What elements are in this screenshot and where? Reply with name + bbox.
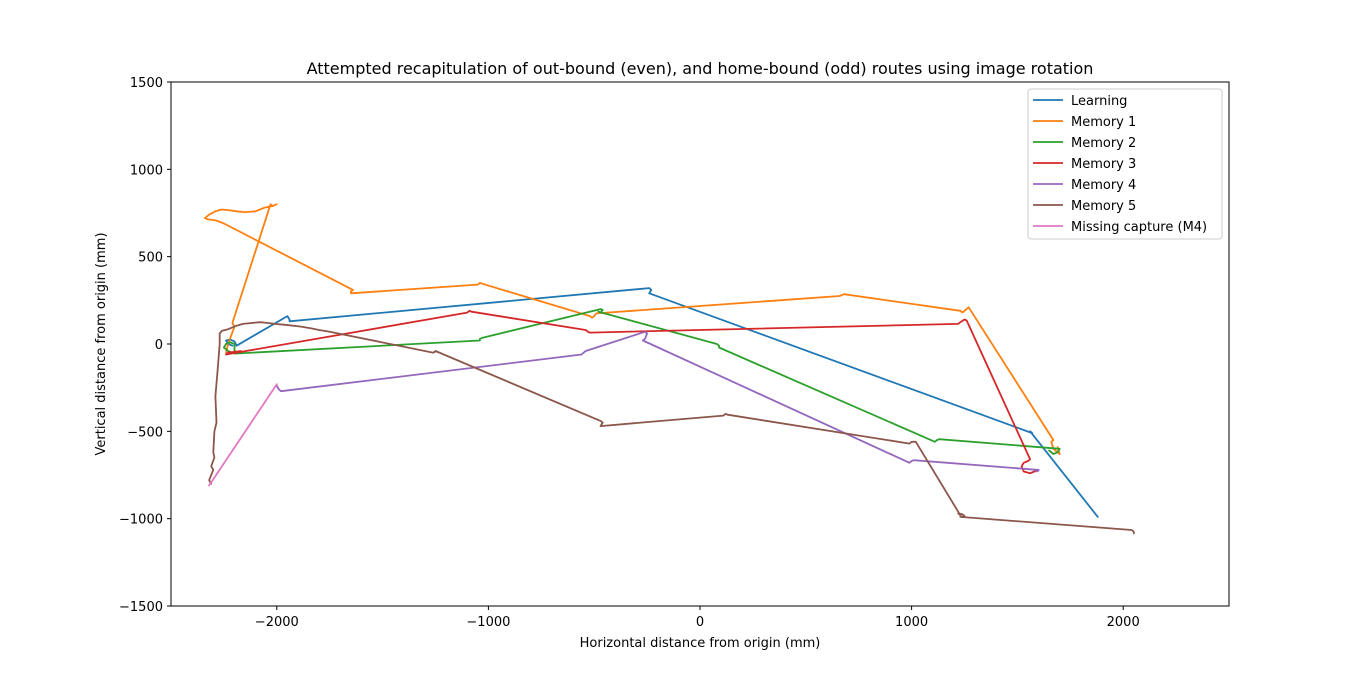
series-line-memory-5	[208, 321, 1135, 535]
legend-label-memory-4: Memory 4	[1071, 178, 1136, 193]
x-tick-label: 1000	[895, 615, 928, 630]
legend: Learning Memory 1 Memory 2 Memory 3 Memory 4…	[1027, 88, 1223, 240]
y-tick-label: 1500	[130, 76, 163, 91]
y-axis-label: Vertical distance from origin (mm)	[94, 232, 109, 455]
legend-label-missing-capture-m4: Missing capture (M4)	[1071, 220, 1207, 235]
series-layer	[203, 203, 1135, 535]
x-axis: −2000 −1000 0 1000 2000	[255, 606, 1140, 630]
y-tick-label: 500	[138, 251, 163, 266]
legend-label-memory-1: Memory 1	[1071, 115, 1136, 130]
x-tick-label: 2000	[1107, 615, 1140, 630]
y-tick-label: −500	[127, 425, 163, 440]
series-line-memory-3	[225, 309, 1038, 475]
chart-title: Attempted recapitulation of out-bound (e…	[307, 59, 1094, 78]
series-line-missing-capture-m4	[208, 383, 278, 487]
y-tick-label: 0	[155, 338, 163, 353]
y-tick-label: −1000	[119, 513, 163, 528]
x-tick-label: −2000	[255, 615, 299, 630]
series-line-memory-4	[275, 330, 1040, 473]
series-line-memory-2	[222, 308, 1061, 455]
legend-box	[1027, 88, 1223, 240]
x-tick-label: 0	[696, 615, 704, 630]
series-line-memory-1	[203, 203, 1061, 455]
legend-label-memory-5: Memory 5	[1071, 199, 1136, 214]
legend-label-learning: Learning	[1071, 94, 1127, 109]
y-axis: −1500 −1000 −500 0 500 1000 1500	[119, 76, 171, 615]
legend-label-memory-3: Memory 3	[1071, 157, 1136, 172]
x-tick-label: −1000	[466, 615, 510, 630]
legend-label-memory-2: Memory 2	[1071, 136, 1136, 151]
x-axis-label: Horizontal distance from origin (mm)	[580, 636, 821, 651]
series-line-learning	[225, 287, 1099, 518]
y-tick-label: −1500	[119, 600, 163, 615]
y-tick-label: 1000	[130, 163, 163, 178]
